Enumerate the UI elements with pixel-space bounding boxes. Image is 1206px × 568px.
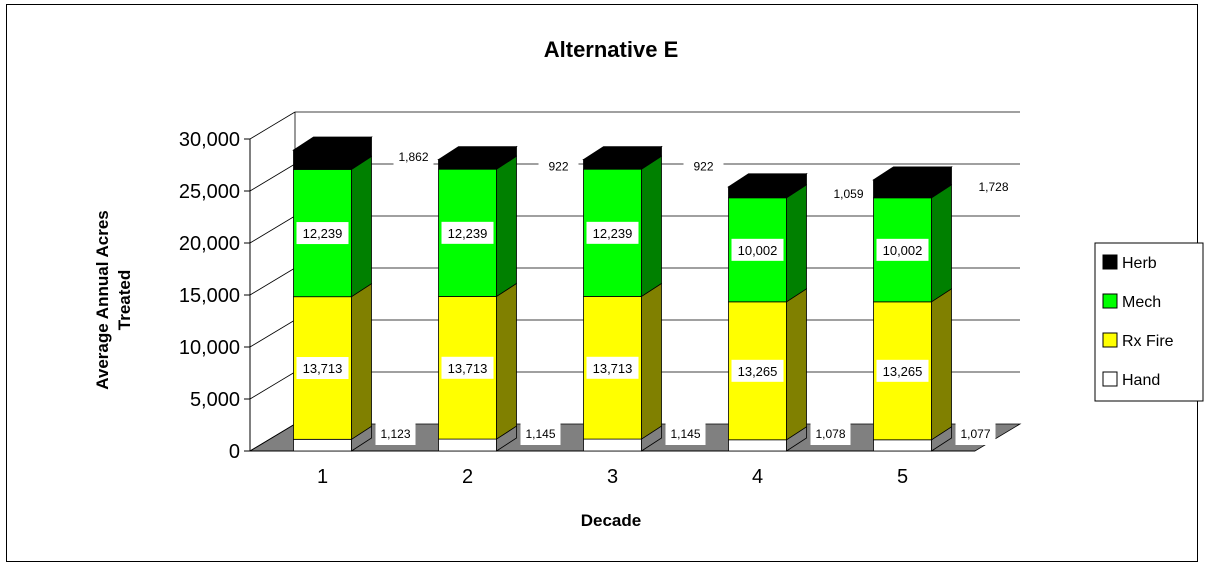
data-label-rx-fire: 13,713 <box>448 361 488 376</box>
data-label-box <box>955 423 996 445</box>
data-label-rx-fire: 13,713 <box>303 361 343 376</box>
legend-swatch-herb <box>1102 254 1118 270</box>
x-tick-label: 5 <box>897 466 908 488</box>
x-tick-label: 3 <box>607 466 618 488</box>
y-tick-label: 0 <box>229 441 240 463</box>
legend-label-mech: Mech <box>1122 294 1161 311</box>
y-tick-label: 25,000 <box>179 181 240 203</box>
y-axis-title: Average Annual Acres Treated <box>93 210 134 390</box>
y-tick-label: 30,000 <box>179 129 240 151</box>
data-label-box <box>973 175 1014 196</box>
bar-top <box>292 136 373 151</box>
x-axis-title: Decade <box>581 511 641 530</box>
data-label-box <box>520 423 561 445</box>
data-label-hand: 1,077 <box>960 427 990 441</box>
data-label-mech: 12,239 <box>593 226 633 241</box>
gridline-side <box>249 371 296 400</box>
y-tick-label: 5,000 <box>190 389 240 411</box>
y-axis-title-line: Average Annual Acres <box>93 210 112 390</box>
data-label-box <box>665 423 706 445</box>
legend-label-hand: Hand <box>1122 372 1160 389</box>
gridline-side <box>249 319 296 348</box>
bar-mech-side <box>496 155 517 298</box>
data-label-box <box>731 238 784 261</box>
x-tick-label: 1 <box>317 466 328 488</box>
bar-rx-fire-side <box>641 282 662 440</box>
y-axis-title-line: Treated <box>115 270 134 330</box>
data-label-box <box>828 182 869 203</box>
chart-title: Alternative E <box>544 37 679 62</box>
bar-top <box>437 146 518 161</box>
data-label-hand: 1,145 <box>525 427 555 441</box>
bar-top <box>727 173 808 188</box>
legend-swatch-hand <box>1102 371 1118 387</box>
data-label-box <box>393 146 434 167</box>
bar-herb-front <box>873 179 932 199</box>
data-label-box <box>375 423 416 445</box>
bar-mech-side <box>641 155 662 298</box>
gridline-side <box>249 111 296 140</box>
data-label-box <box>810 423 851 445</box>
data-label-rx-fire: 13,713 <box>593 361 633 376</box>
bar-top <box>872 166 953 181</box>
data-label-mech: 12,239 <box>448 226 488 241</box>
bar-rx-fire-side <box>351 282 372 441</box>
bar-hand-front <box>873 439 932 452</box>
y-tick-label: 10,000 <box>179 337 240 359</box>
data-label-box <box>441 221 494 244</box>
bar-hand-front <box>293 438 352 452</box>
bar-hand-front <box>728 439 787 452</box>
bar-mech-side <box>786 184 807 303</box>
data-label-box <box>441 356 494 379</box>
legend-label-rx-fire: Rx Fire <box>1122 333 1174 350</box>
data-label-box <box>296 357 349 380</box>
x-tick-label: 2 <box>462 466 473 488</box>
bar-herb-front <box>583 159 642 170</box>
data-label-rx-fire: 13,265 <box>883 364 923 379</box>
legend-swatch-rx-fire <box>1102 332 1118 348</box>
data-label-mech: 12,239 <box>303 226 343 241</box>
bar-hand-front <box>438 438 497 452</box>
gridline-side <box>249 163 296 192</box>
bar-rx-fire-side <box>931 288 952 441</box>
data-label-box <box>538 155 579 176</box>
bar-rx-fire-side <box>786 288 807 441</box>
y-tick-label: 20,000 <box>179 233 240 255</box>
gridline-side <box>249 215 296 244</box>
x-tick-label: 4 <box>752 466 763 488</box>
data-label-herb: 1,059 <box>833 187 863 201</box>
data-label-hand: 1,123 <box>380 427 410 441</box>
bar-hand-front <box>583 438 642 452</box>
data-label-hand: 1,145 <box>670 427 700 441</box>
bar-mech-side <box>931 184 952 303</box>
data-label-rx-fire: 13,265 <box>738 364 778 379</box>
data-label-herb: 1,862 <box>398 150 428 164</box>
data-label-herb: 922 <box>693 160 713 174</box>
gridline-side <box>249 423 296 452</box>
y-tick-label: 15,000 <box>179 285 240 307</box>
data-label-box <box>683 155 724 176</box>
data-label-hand: 1,078 <box>815 427 845 441</box>
bar-rx-fire-side <box>496 282 517 440</box>
bar-top <box>582 146 663 161</box>
data-label-box <box>876 238 929 261</box>
data-label-box <box>876 359 929 382</box>
data-label-herb: 1,728 <box>978 180 1008 194</box>
legend-swatch-mech <box>1102 293 1118 309</box>
data-label-mech: 10,002 <box>883 243 923 258</box>
data-label-herb: 922 <box>548 160 568 174</box>
data-label-box <box>586 356 639 379</box>
data-label-mech: 10,002 <box>738 243 778 258</box>
bar-herb-front <box>293 149 352 170</box>
gridline-side <box>249 267 296 296</box>
bar-herb-front <box>438 159 497 170</box>
bar-herb-front <box>728 186 787 199</box>
data-label-box <box>731 359 784 382</box>
legend-label-herb: Herb <box>1122 255 1157 272</box>
bar-mech-side <box>351 155 372 298</box>
data-label-box <box>296 222 349 245</box>
data-label-box <box>586 221 639 244</box>
